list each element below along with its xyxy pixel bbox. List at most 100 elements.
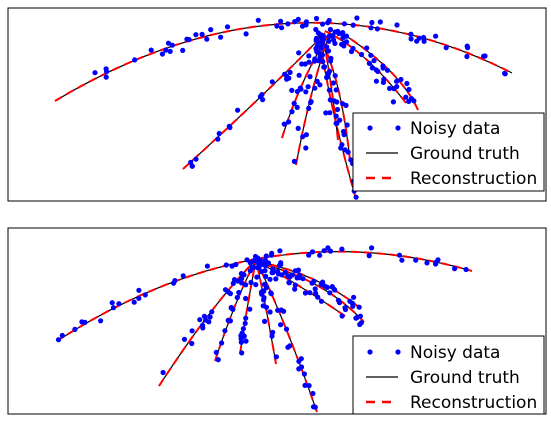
noisy-data-point	[327, 97, 333, 103]
noisy-data-point	[312, 286, 318, 292]
noisy-data-point	[380, 65, 386, 71]
legend-marker-noisy-1	[367, 349, 373, 355]
noisy-data-point	[339, 313, 345, 319]
noisy-data-point	[416, 35, 422, 41]
noisy-data-point	[377, 19, 383, 25]
noisy-data-point	[203, 317, 209, 323]
chart-panel-bottom: Noisy data Ground truth Reconstruction	[7, 227, 547, 415]
reconstruction-curve	[319, 32, 357, 200]
noisy-data-point	[292, 286, 298, 292]
noisy-data-point	[327, 110, 333, 116]
noisy-data-point	[289, 87, 295, 93]
noisy-data-point	[339, 41, 345, 47]
noisy-data-point	[326, 34, 332, 40]
noisy-data-point	[342, 147, 348, 153]
noisy-data-point	[327, 290, 333, 296]
reconstruction-curve	[56, 250, 473, 342]
noisy-data-point	[289, 109, 295, 115]
points-layer	[92, 15, 508, 200]
noisy-data-point	[283, 326, 290, 332]
noisy-data-point	[223, 262, 229, 268]
noisy-data-point	[324, 44, 330, 50]
noisy-data-point	[343, 39, 350, 45]
noisy-data-point	[286, 119, 292, 125]
noisy-data-point	[213, 349, 219, 355]
noisy-data-point	[306, 252, 312, 258]
reconstruction-curve	[339, 31, 419, 111]
noisy-data-point	[103, 66, 109, 72]
noisy-data-point	[193, 156, 199, 162]
noisy-data-point	[286, 279, 292, 286]
noisy-data-point	[303, 22, 309, 28]
noisy-data-point	[218, 34, 224, 40]
noisy-data-point	[224, 24, 231, 30]
noisy-data-point	[254, 274, 260, 280]
noisy-data-point	[354, 15, 360, 21]
noisy-data-point	[269, 79, 275, 85]
noisy-data-point	[136, 295, 142, 301]
noisy-data-point	[199, 31, 205, 37]
noisy-data-point	[296, 358, 302, 364]
noisy-data-point	[325, 20, 331, 26]
noisy-data-point	[342, 305, 348, 311]
noisy-data-point	[323, 110, 329, 116]
noisy-data-point	[317, 252, 323, 258]
noisy-data-point	[350, 45, 356, 52]
legend-label-ground-truth: Ground truth	[410, 368, 520, 388]
noisy-data-point	[240, 326, 246, 332]
noisy-data-point	[384, 67, 391, 73]
noisy-data-point	[302, 382, 308, 388]
noisy-data-point	[278, 262, 284, 268]
noisy-data-point	[325, 245, 331, 251]
noisy-data-point	[279, 25, 285, 31]
noisy-data-point	[243, 315, 249, 321]
noisy-data-point	[309, 249, 316, 255]
noisy-data-point	[320, 279, 326, 285]
noisy-data-point	[424, 260, 430, 266]
noisy-data-point	[148, 47, 154, 53]
noisy-data-point	[225, 317, 231, 323]
noisy-data-point	[340, 101, 346, 107]
noisy-data-point	[408, 31, 414, 37]
noisy-data-point	[316, 58, 322, 64]
noisy-data-point	[255, 17, 261, 23]
noisy-data-point	[421, 38, 427, 44]
noisy-data-point	[337, 117, 343, 123]
noisy-data-point	[260, 303, 266, 309]
noisy-data-point	[330, 37, 337, 43]
noisy-data-point	[269, 333, 275, 339]
noisy-data-point	[330, 80, 336, 86]
noisy-data-point	[339, 142, 345, 148]
noisy-data-point	[373, 78, 379, 84]
noisy-data-point	[193, 32, 199, 38]
noisy-data-point	[307, 290, 313, 296]
noisy-data-point	[131, 299, 137, 305]
noisy-data-point	[204, 263, 210, 269]
noisy-data-point	[353, 194, 359, 200]
noisy-data-point	[294, 88, 300, 95]
noisy-data-point	[215, 136, 221, 142]
noisy-data-point	[284, 76, 290, 82]
noisy-data-point	[464, 43, 470, 49]
noisy-data-point	[313, 290, 319, 296]
noisy-data-point	[222, 287, 229, 293]
reconstruction-curve	[214, 259, 257, 362]
reconstruction-curve	[158, 259, 257, 387]
noisy-data-point	[339, 246, 345, 252]
noisy-data-point	[350, 303, 356, 309]
noisy-data-point	[256, 264, 262, 270]
legend: Noisy data Ground truth Reconstruction	[352, 335, 545, 415]
noisy-data-point	[262, 318, 268, 324]
noisy-data-point	[364, 45, 370, 51]
noisy-data-point	[452, 266, 458, 272]
noisy-data-point	[408, 96, 415, 102]
noisy-data-point	[271, 268, 277, 274]
noisy-data-point	[269, 250, 275, 256]
noisy-data-point	[216, 130, 222, 137]
noisy-data-point	[390, 99, 396, 105]
noisy-data-point	[344, 122, 350, 128]
noisy-data-point	[92, 70, 98, 76]
noisy-data-point	[110, 305, 117, 311]
noisy-data-point	[160, 369, 166, 376]
noisy-data-point	[306, 383, 312, 389]
